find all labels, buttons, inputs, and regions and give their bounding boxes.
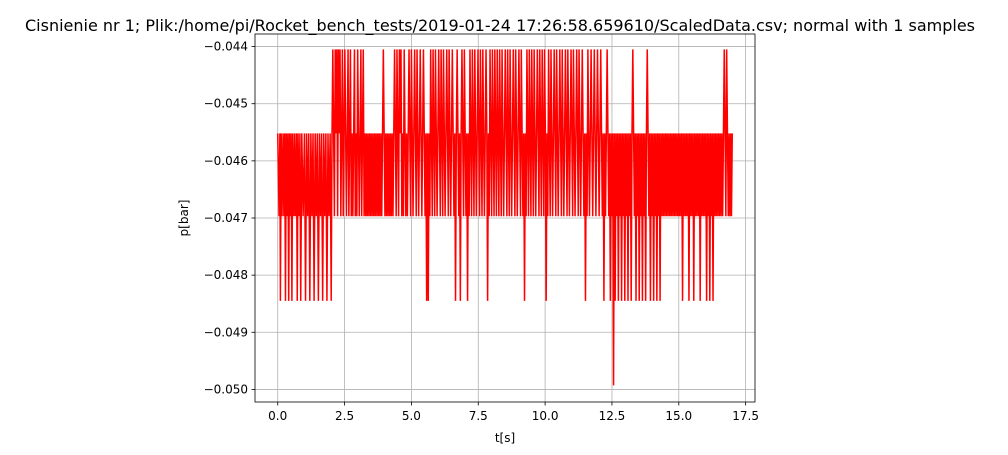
y-tick-label: −0.046	[204, 154, 248, 168]
y-tick-label: −0.047	[204, 211, 248, 225]
x-tick-label: 15.0	[665, 409, 692, 423]
y-tick-label: −0.050	[204, 382, 248, 396]
x-axis-label: t[s]	[495, 431, 515, 445]
tick-marks	[251, 46, 747, 406]
y-axis-label: p[bar]	[177, 200, 191, 237]
y-tick-label: −0.049	[204, 325, 248, 339]
series-layer	[276, 49, 734, 386]
x-tick-label: 7.5	[469, 409, 488, 423]
x-tick-label: 17.5	[732, 409, 759, 423]
x-tick-label: 5.0	[402, 409, 421, 423]
x-tick-label: 2.5	[335, 409, 354, 423]
x-tick-label: 12.5	[599, 409, 626, 423]
x-tick-label: 10.0	[532, 409, 559, 423]
y-tick-label: −0.048	[204, 268, 248, 282]
series-line	[276, 49, 734, 386]
y-tick-labels: −0.050 −0.049 −0.048 −0.047 −0.046 −0.045 −0.0…	[204, 40, 248, 397]
chart-title: Cisnienie nr 1; Plik:/home/pi/Rocket_ben…	[25, 16, 975, 36]
y-tick-label: −0.044	[204, 40, 248, 54]
x-tick-label: 0.0	[268, 409, 287, 423]
x-tick-labels: 0.0 2.5 5.0 7.5 10.0 12.5 15.0 17.5	[268, 409, 759, 423]
y-tick-label: −0.045	[204, 97, 248, 111]
